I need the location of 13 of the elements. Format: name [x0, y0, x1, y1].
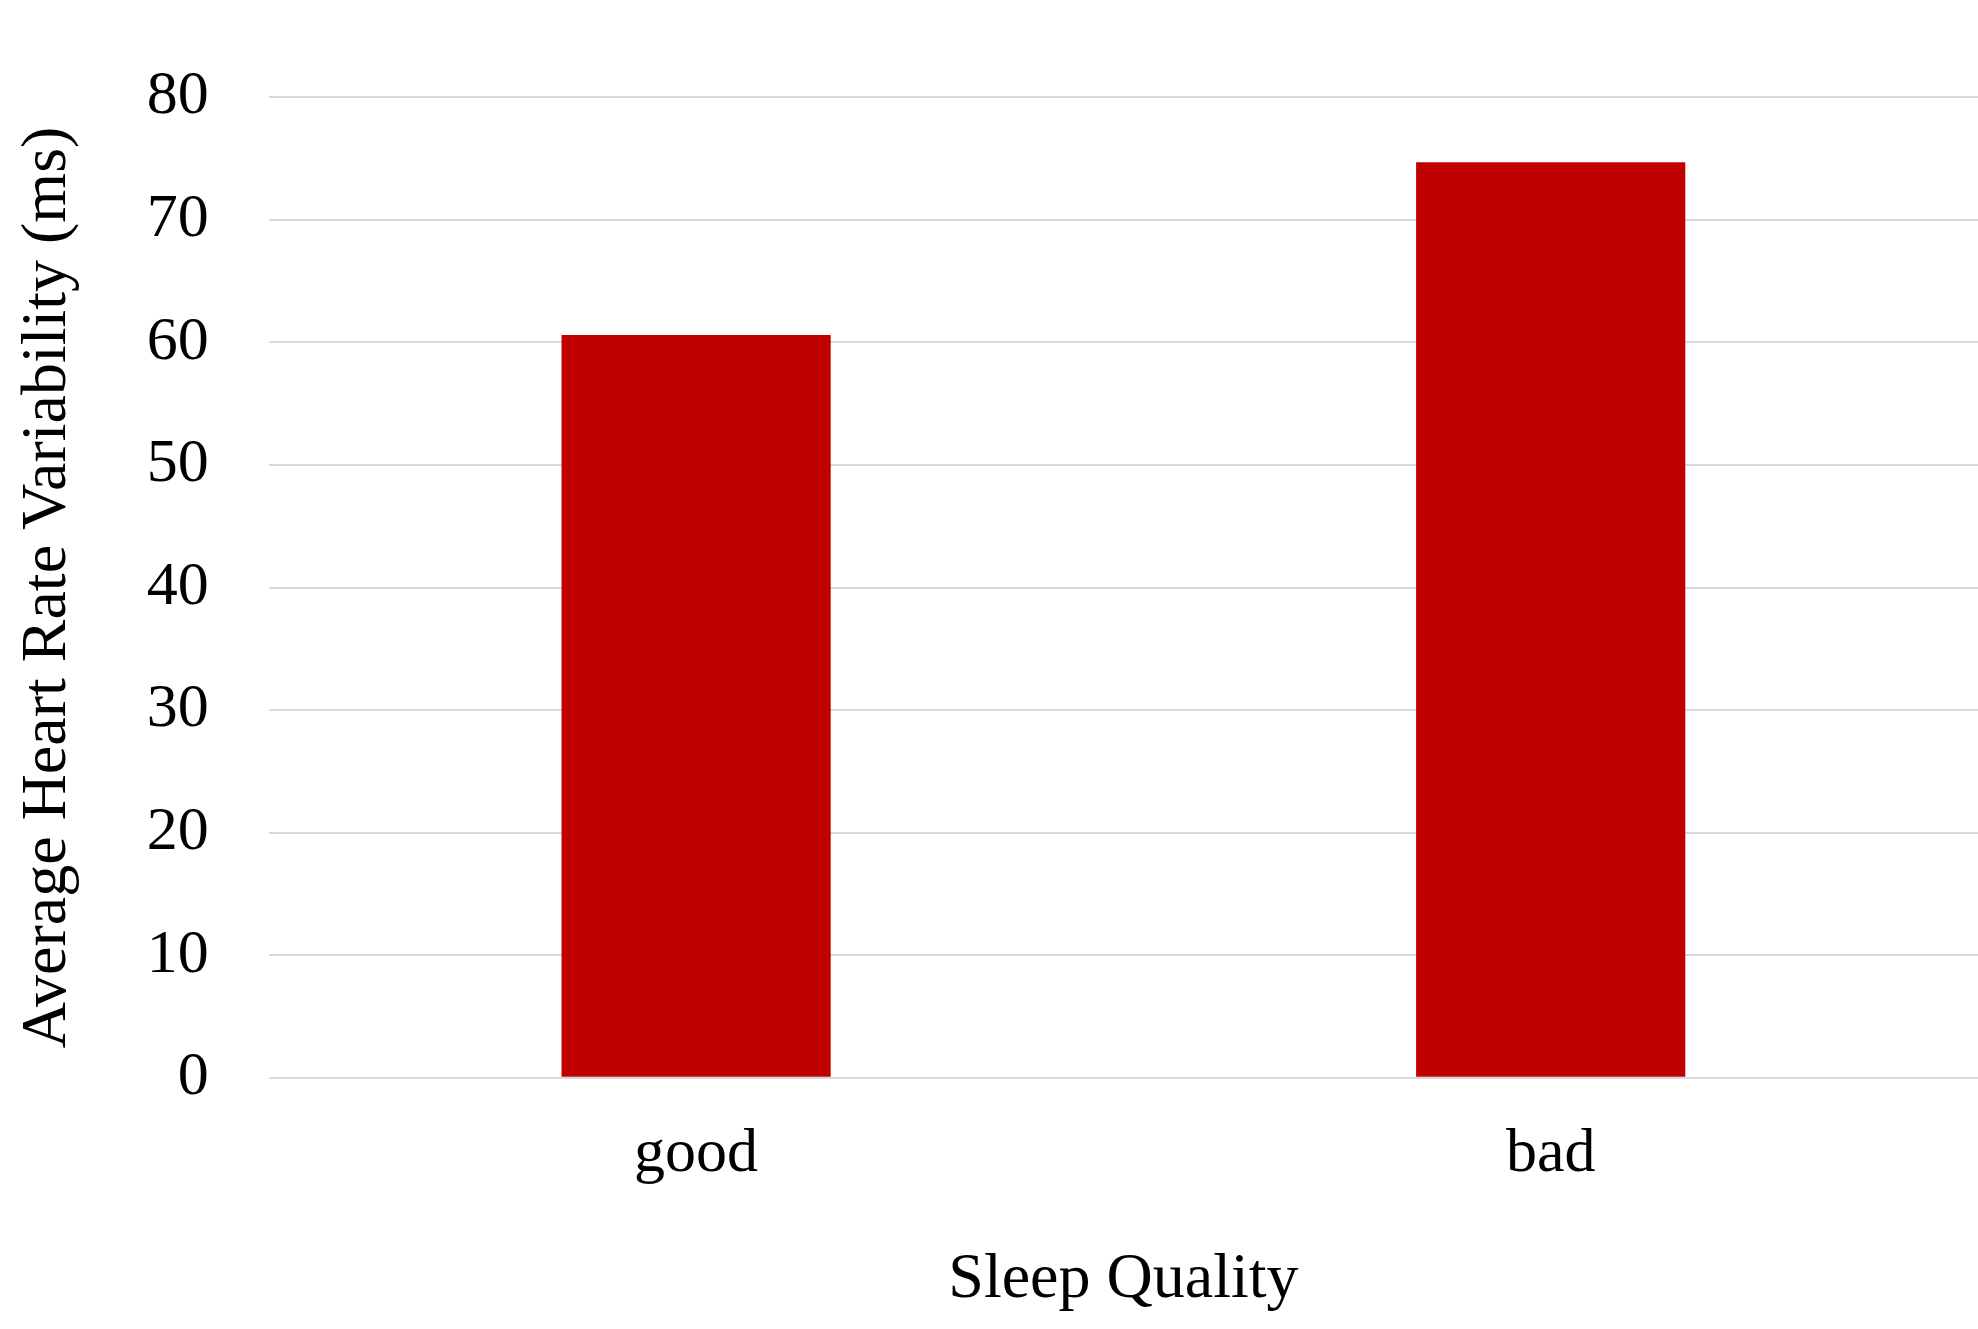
y-tick-label: 60 [146, 303, 209, 372]
y-tick-label: 50 [146, 426, 209, 495]
y-tick-label: 0 [177, 1039, 209, 1108]
y-axis-title: Average Heart Rate Variability (ms) [8, 126, 80, 1049]
x-tick-label: bad [1505, 1116, 1596, 1185]
y-tick-label: 20 [146, 793, 209, 862]
y-tick-label: 40 [146, 548, 209, 617]
x-tick-label: good [634, 1116, 759, 1185]
y-tick-label: 10 [146, 916, 209, 985]
y-tick-label: 30 [146, 671, 209, 740]
x-axis-title: Sleep Quality [948, 1240, 1299, 1312]
y-tick-label: 70 [146, 181, 209, 250]
y-tick-label: 80 [146, 58, 209, 127]
